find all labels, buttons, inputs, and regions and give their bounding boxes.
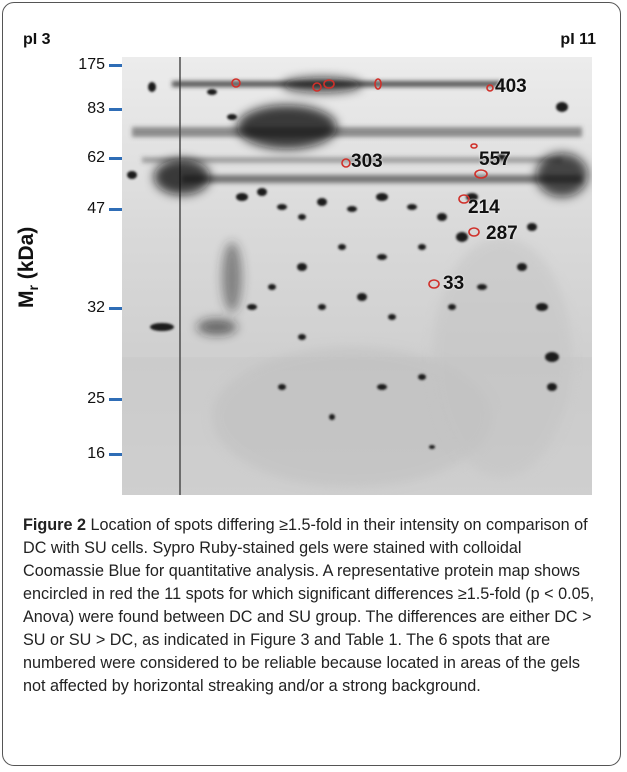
- mw-tick-label: 62: [87, 149, 105, 166]
- pi-right-label: pI 11: [560, 31, 596, 48]
- mw-tick-mark: [109, 208, 131, 211]
- mw-tick-mark: [109, 453, 131, 456]
- spot-label: 303: [351, 151, 383, 172]
- mw-tick-mark: [109, 307, 131, 310]
- y-axis-title-main: M: [15, 290, 38, 309]
- y-axis-title-sub: r: [25, 285, 42, 291]
- mw-tick: 16: [3, 444, 133, 464]
- mw-tick-label: 25: [87, 390, 105, 407]
- spot-label: 403: [495, 76, 527, 97]
- caption-head: Figure 2: [23, 516, 86, 534]
- y-axis-title: Mr (kDa): [15, 227, 41, 308]
- gel-image: [122, 57, 592, 495]
- mw-tick-label: 83: [87, 100, 105, 117]
- caption-text: Location of spots differing ≥1.5-fold in…: [23, 516, 595, 695]
- mw-tick-mark: [109, 108, 131, 111]
- y-axis-title-unit: (kDa): [15, 226, 38, 286]
- mw-tick-label: 16: [87, 445, 105, 462]
- spot-label: 214: [468, 197, 500, 218]
- pi-left-label: pI 3: [23, 31, 51, 48]
- gel-svg: [122, 57, 592, 495]
- mw-tick: 32: [3, 298, 133, 318]
- mw-tick: 47: [3, 199, 133, 219]
- spot-circles: [231, 78, 494, 289]
- mw-tick-mark: [109, 398, 131, 401]
- figure-caption: Figure 2 Location of spots differing ≥1.…: [23, 514, 603, 698]
- mw-tick-mark: [109, 157, 131, 160]
- mw-tick: 25: [3, 389, 133, 409]
- mw-tick-label: 47: [87, 200, 105, 217]
- mw-tick-label: 175: [78, 56, 105, 73]
- spot-label: 557: [479, 149, 511, 170]
- spot-label: 287: [486, 223, 518, 244]
- mw-tick-label: 32: [87, 299, 105, 316]
- mw-tick: 62: [3, 148, 133, 168]
- spot-label: 33: [443, 273, 465, 294]
- figure-frame: pI 3 pI 11 175 83 62 47 32 25 16 Mr (kDa…: [2, 2, 621, 766]
- mw-tick: 175: [3, 55, 133, 75]
- mw-tick-mark: [109, 64, 131, 67]
- mw-tick: 83: [3, 99, 133, 119]
